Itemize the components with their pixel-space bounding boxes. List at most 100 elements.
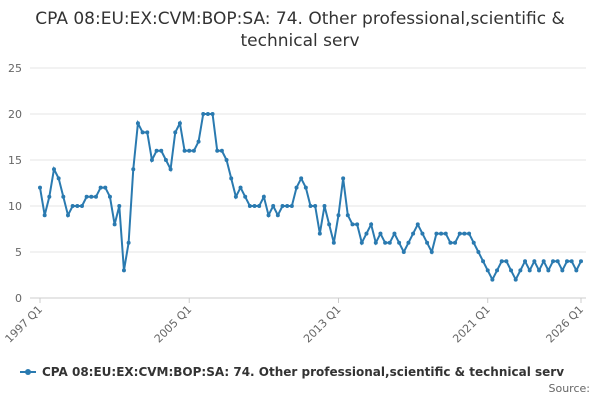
point (182, 148, 187, 153)
point (518, 268, 523, 273)
point (266, 213, 271, 218)
point (490, 277, 495, 282)
point (373, 240, 378, 245)
point (75, 204, 80, 208)
point (411, 231, 416, 236)
point (98, 185, 103, 190)
point (327, 222, 332, 227)
y-tick-label: 20 (8, 108, 22, 121)
x-tick-label: 2021 Q1 (450, 303, 493, 346)
point (560, 268, 565, 273)
point (429, 250, 434, 254)
legend-label: CPA 08:EU:EX:CVM:BOP:SA: 74. Other profe… (42, 365, 564, 379)
y-tick-label: 10 (8, 200, 22, 213)
point (191, 148, 196, 153)
point (238, 185, 243, 190)
y-tick-label: 0 (15, 292, 22, 305)
point (336, 213, 341, 218)
point (79, 204, 84, 208)
point (527, 268, 532, 273)
x-tick-label: 2005 Q1 (152, 303, 195, 346)
point (355, 222, 360, 227)
point (252, 204, 257, 208)
point (369, 222, 374, 227)
point (555, 259, 560, 264)
point (257, 204, 262, 208)
point (187, 148, 192, 153)
point (313, 204, 318, 208)
point (243, 194, 248, 199)
y-tick-label: 15 (8, 154, 22, 167)
point (546, 268, 551, 273)
point (317, 231, 322, 236)
point (569, 259, 574, 264)
point (47, 194, 52, 199)
point (579, 259, 583, 264)
point (299, 176, 304, 181)
point (420, 231, 425, 236)
point (406, 240, 411, 245)
point (126, 240, 131, 245)
point (350, 222, 355, 227)
point (107, 194, 112, 199)
point (504, 259, 509, 264)
source-label: Source: (549, 382, 591, 395)
point (364, 231, 369, 236)
point (341, 176, 346, 181)
point (443, 231, 448, 236)
point (481, 259, 486, 264)
point (471, 240, 476, 245)
point (117, 204, 122, 208)
point (103, 185, 108, 190)
point (345, 213, 350, 218)
point (387, 240, 392, 245)
point (51, 167, 56, 172)
point (448, 240, 453, 245)
point (210, 112, 215, 116)
point (439, 231, 444, 236)
point (541, 259, 546, 264)
point (201, 112, 206, 116)
point (145, 130, 150, 135)
point (322, 204, 327, 208)
point (467, 231, 472, 236)
point (247, 204, 252, 208)
point (168, 167, 173, 172)
point (359, 240, 364, 245)
point (457, 231, 462, 236)
point (434, 231, 439, 236)
point (173, 130, 178, 135)
point (131, 167, 136, 172)
point (485, 268, 490, 273)
series-line (39, 113, 582, 282)
point (65, 213, 70, 218)
point (271, 204, 276, 208)
point (42, 213, 47, 218)
point (397, 240, 402, 245)
point (280, 204, 285, 208)
point (523, 259, 528, 264)
point (425, 240, 430, 245)
point (551, 259, 556, 264)
point (453, 240, 458, 245)
point (415, 222, 420, 227)
point (159, 148, 164, 153)
point (476, 250, 481, 254)
point (233, 194, 238, 199)
point (532, 259, 537, 264)
point (574, 268, 579, 273)
point (275, 213, 280, 218)
point (401, 250, 406, 254)
point (378, 231, 383, 236)
point (177, 121, 182, 126)
point (61, 194, 66, 199)
point (163, 158, 168, 162)
point (303, 185, 308, 190)
point (392, 231, 397, 236)
point (499, 259, 504, 264)
point (140, 130, 145, 135)
point (229, 176, 234, 181)
point (70, 204, 75, 208)
point (261, 194, 266, 199)
